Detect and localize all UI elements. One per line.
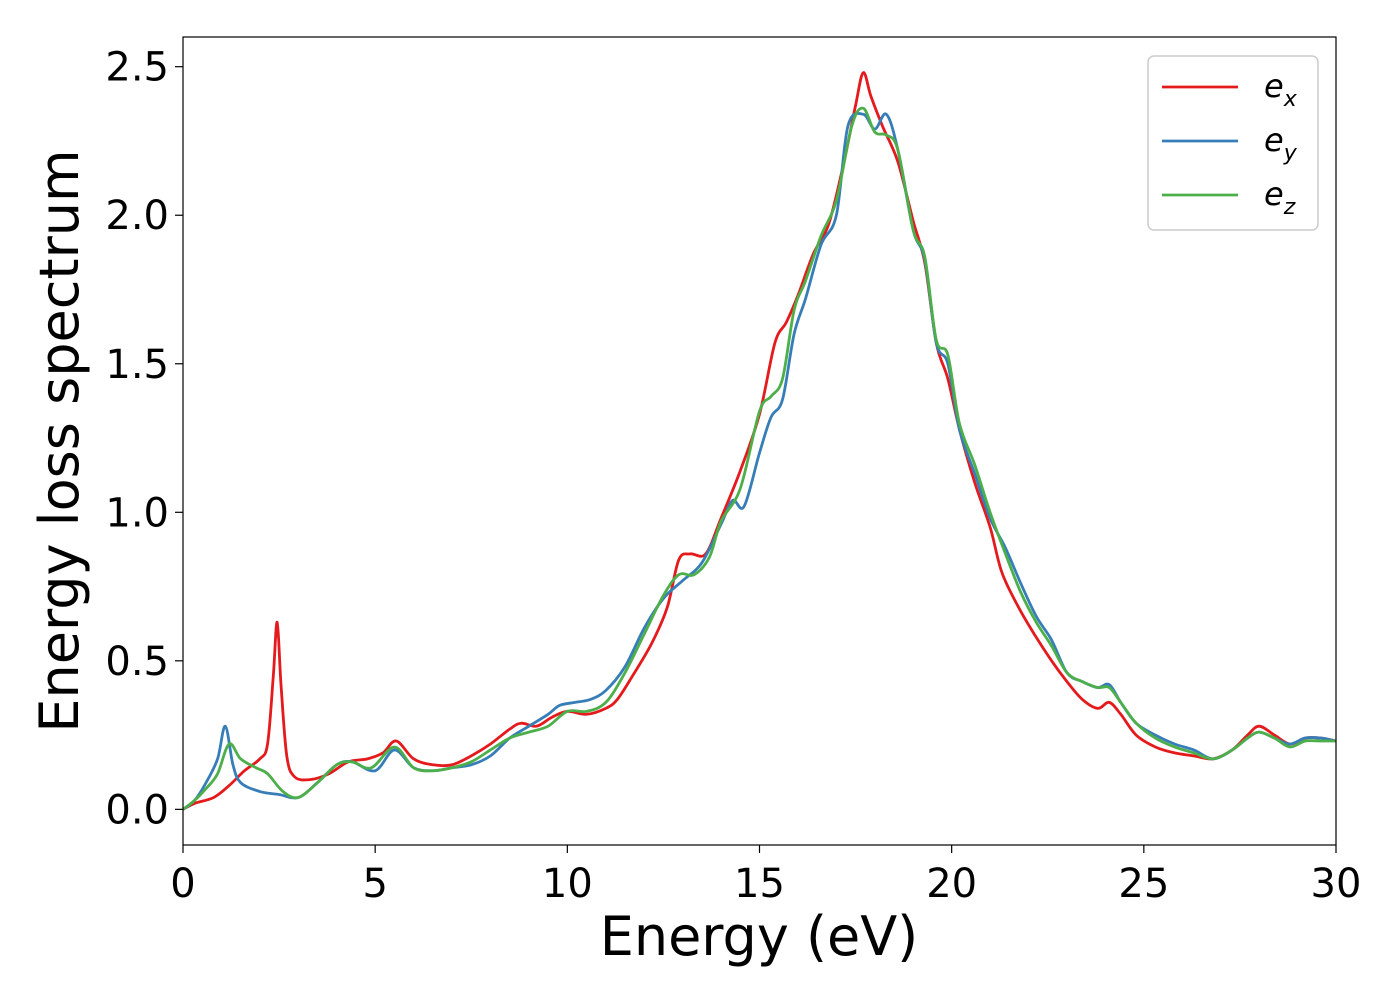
y-tick-label: 0.5 xyxy=(105,639,169,685)
x-tick-label: 15 xyxy=(734,861,785,907)
legend-label-e_y: ey xyxy=(1264,121,1298,166)
legend: ex ey ez xyxy=(1147,55,1319,231)
legend-label-e_z: ez xyxy=(1264,175,1296,220)
y-axis-ticks: 0.0 0.5 1.0 1.5 2.0 2.5 xyxy=(105,45,183,833)
legend-items: ex ey ez xyxy=(1162,67,1298,220)
x-tick-label: 25 xyxy=(1118,861,1169,907)
x-tick-label: 5 xyxy=(362,861,387,907)
y-tick-label: 1.5 xyxy=(105,342,169,388)
x-tick-label: 30 xyxy=(1311,861,1362,907)
legend-box xyxy=(1147,55,1319,231)
x-axis-title: Energy (eV) xyxy=(600,905,919,968)
plot-background xyxy=(183,37,1336,845)
y-tick-label: 2.5 xyxy=(105,45,169,91)
series-layer xyxy=(183,71,1336,811)
series-line-e_z xyxy=(183,106,1336,811)
y-axis-title: Energy loss spectrum xyxy=(28,149,91,732)
legend-label-e_x: ex xyxy=(1264,67,1298,112)
y-tick-label: 2.0 xyxy=(105,193,169,239)
y-tick-label: 1.0 xyxy=(105,490,169,536)
y-tick-label: 0.0 xyxy=(105,787,169,833)
x-tick-label: 10 xyxy=(542,861,593,907)
x-tick-label: 20 xyxy=(926,861,977,907)
x-axis-ticks: 0 5 10 15 20 25 30 xyxy=(170,845,1361,907)
x-tick-label: 0 xyxy=(170,861,195,907)
series-line-e_x xyxy=(183,71,1336,811)
